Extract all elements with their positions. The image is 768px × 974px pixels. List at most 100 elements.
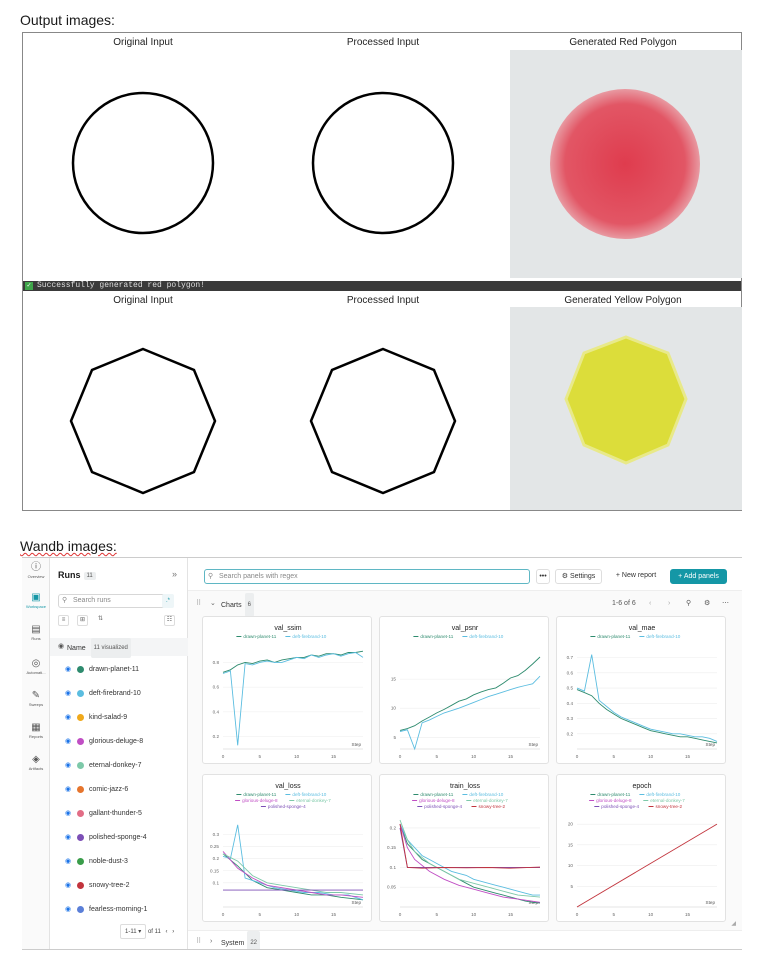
info-icon: ⓘ <box>31 562 41 573</box>
collapse-sidebar-icon[interactable]: » <box>171 569 177 579</box>
visibility-icon[interactable]: ◉ <box>65 786 72 793</box>
rail-reports[interactable]: ▦ Reports <box>22 722 50 740</box>
run-color-dot[interactable] <box>77 834 84 841</box>
run-color-dot[interactable] <box>77 690 84 697</box>
run-color-dot[interactable] <box>77 762 84 769</box>
y-tick-label: 0.8 <box>213 660 220 665</box>
visibility-icon[interactable]: ◉ <box>65 738 72 745</box>
rail-overview-label: Overview <box>27 574 45 579</box>
charts-section-header[interactable]: ⠿ ⌄ Charts 6 1-6 of 6 ‹ › ⚲ ⚙ ⋯ <box>188 593 742 617</box>
run-row[interactable]: ◉ deft-firebrand-10 <box>50 682 188 706</box>
panel-search-input[interactable]: ⚲ Search panels with regex <box>204 569 530 584</box>
rail-artifacts[interactable]: ◈ Artifacts <box>22 754 50 772</box>
run-row[interactable]: ◉ snowy-tree-2 <box>50 874 188 898</box>
runs-search-input[interactable]: ⚲ Search runs .* <box>58 594 174 608</box>
output-images-heading: Output images: <box>20 12 115 28</box>
run-row[interactable]: ◉ kind-salad-9 <box>50 706 188 730</box>
legend-label: eternal-donkey-7 <box>473 798 508 803</box>
prev-panels-icon[interactable]: ‹ <box>649 600 652 607</box>
page-size-select[interactable]: 1-11 ▾ <box>120 924 147 939</box>
run-name: eternal-donkey-7 <box>89 762 142 769</box>
chart-panel-val_ssim[interactable]: val_ssim drawn-planet-11 deft-firebrand-10… <box>202 616 372 764</box>
name-header-text: Name <box>67 644 86 652</box>
system-count-badge: 22 <box>247 931 261 949</box>
chart-panel-val_psnr[interactable]: val_psnr drawn-planet-11 deft-firebrand-10… <box>379 616 549 764</box>
visibility-icon[interactable]: ◉ <box>65 762 72 769</box>
series-line-deft-firebrand-10 <box>576 654 718 742</box>
run-color-dot[interactable] <box>77 882 84 889</box>
next-page-icon[interactable]: › <box>172 929 175 935</box>
y-tick-label: 0.1 <box>213 880 220 885</box>
prev-page-icon[interactable]: ‹ <box>165 929 168 935</box>
run-row[interactable]: ◉ gallant-thunder-5 <box>50 802 188 826</box>
success-text: Successfully generated red polygon! <box>37 281 206 290</box>
run-row[interactable]: ◉ eternal-donkey-7 <box>50 754 188 778</box>
settings-button[interactable]: ⚙ Settings <box>555 569 602 584</box>
visibility-icon[interactable]: ◉ <box>58 643 65 650</box>
chart-panel-train_loss[interactable]: train_loss drawn-planet-11 deft-firebrand-… <box>379 774 549 922</box>
reports-icon: ▦ <box>31 722 41 733</box>
new-report-button[interactable]: + New report <box>607 569 665 584</box>
run-color-dot[interactable] <box>77 906 84 913</box>
columns-icon[interactable]: ☷ <box>164 615 175 626</box>
legend-label: glorious-deluge-8 <box>242 798 278 803</box>
y-tick-label: 0.25 <box>210 844 219 849</box>
rail-automations[interactable]: ◎ Automati... <box>22 658 50 676</box>
run-color-dot[interactable] <box>77 810 84 817</box>
drag-handle-icon[interactable]: ⠿ <box>196 600 202 607</box>
drag-handle-icon[interactable]: ⠿ <box>196 938 202 945</box>
run-color-dot[interactable] <box>77 714 84 721</box>
run-row[interactable]: ◉ comic-jazz-6 <box>50 778 188 802</box>
visibility-icon[interactable]: ◉ <box>65 810 72 817</box>
chart-panel-val_mae[interactable]: val_mae drawn-planet-11 deft-firebrand-10 0… <box>556 616 726 764</box>
more-options-button[interactable]: ••• <box>536 569 550 584</box>
rail-runs[interactable]: ▤ Runs <box>22 624 50 642</box>
run-color-dot[interactable] <box>77 786 84 793</box>
rail-overview[interactable]: ⓘ Overview <box>22 562 50 580</box>
legend-label: deft-firebrand-10 <box>292 792 326 797</box>
visibility-icon[interactable]: ◉ <box>65 714 72 721</box>
run-row[interactable]: ◉ glorious-deluge-8 <box>50 730 188 754</box>
resize-handle-icon[interactable]: ◢ <box>731 921 736 927</box>
legend-label: deft-firebrand-10 <box>646 792 680 797</box>
regex-toggle-icon[interactable]: .* <box>162 594 174 608</box>
visibility-icon[interactable]: ◉ <box>65 690 72 697</box>
run-row[interactable]: ◉ fearless-morning-1 <box>50 898 188 922</box>
legend-label: deft-firebrand-10 <box>646 634 680 639</box>
run-row[interactable]: ◉ polished-sponge-4 <box>50 826 188 850</box>
visibility-icon[interactable]: ◉ <box>65 834 72 841</box>
pin-icon[interactable]: ⚲ <box>686 600 692 607</box>
rail-workspace[interactable]: ▣ Workspace <box>22 592 50 610</box>
visibility-icon[interactable]: ◉ <box>65 906 72 913</box>
visibility-icon[interactable]: ◉ <box>65 858 72 865</box>
visibility-icon[interactable]: ◉ <box>65 666 72 673</box>
chart-panel-val_loss[interactable]: val_loss drawn-planet-11 deft-firebrand-10… <box>202 774 372 922</box>
system-section-header[interactable]: ⠿ › System 22 <box>188 930 742 949</box>
run-row[interactable]: ◉ drawn-planet-11 <box>50 658 188 682</box>
x-tick-label: 10 <box>648 754 654 759</box>
run-color-dot[interactable] <box>77 858 84 865</box>
add-panels-button[interactable]: + Add panels <box>670 569 727 584</box>
y-tick-label: 0.1 <box>390 865 397 870</box>
series-line-deft-firebrand-10 <box>222 652 364 746</box>
y-tick-label: 15 <box>568 842 574 847</box>
sort-icon[interactable]: ⇅ <box>95 615 106 626</box>
group-icon[interactable]: ⊞ <box>77 615 88 626</box>
y-tick-label: 0.6 <box>567 670 574 675</box>
section-settings-icon[interactable]: ⚙ <box>704 600 711 607</box>
next-panels-icon[interactable]: › <box>668 600 671 607</box>
run-color-dot[interactable] <box>77 738 84 745</box>
chevron-down-icon[interactable]: ⌄ <box>210 600 216 607</box>
filter-icon[interactable]: ≡ <box>58 615 69 626</box>
run-row[interactable]: ◉ noble-dust-3 <box>50 850 188 874</box>
icon-rail: ⓘ Overview ▣ Workspace ▤ Runs ◎ Automati… <box>22 558 50 949</box>
x-tick-label: 15 <box>685 754 691 759</box>
x-tick-label: 10 <box>294 912 300 917</box>
run-color-dot[interactable] <box>77 666 84 673</box>
chart-panel-epoch[interactable]: epoch drawn-planet-11 deft-firebrand-10 glo… <box>556 774 726 922</box>
section-more-icon[interactable]: ⋯ <box>722 600 729 607</box>
visibility-icon[interactable]: ◉ <box>65 882 72 889</box>
row2-processed-octagon <box>309 347 457 495</box>
rail-sweeps[interactable]: ✎ Sweeps <box>22 690 50 708</box>
chevron-right-icon[interactable]: › <box>210 938 213 945</box>
